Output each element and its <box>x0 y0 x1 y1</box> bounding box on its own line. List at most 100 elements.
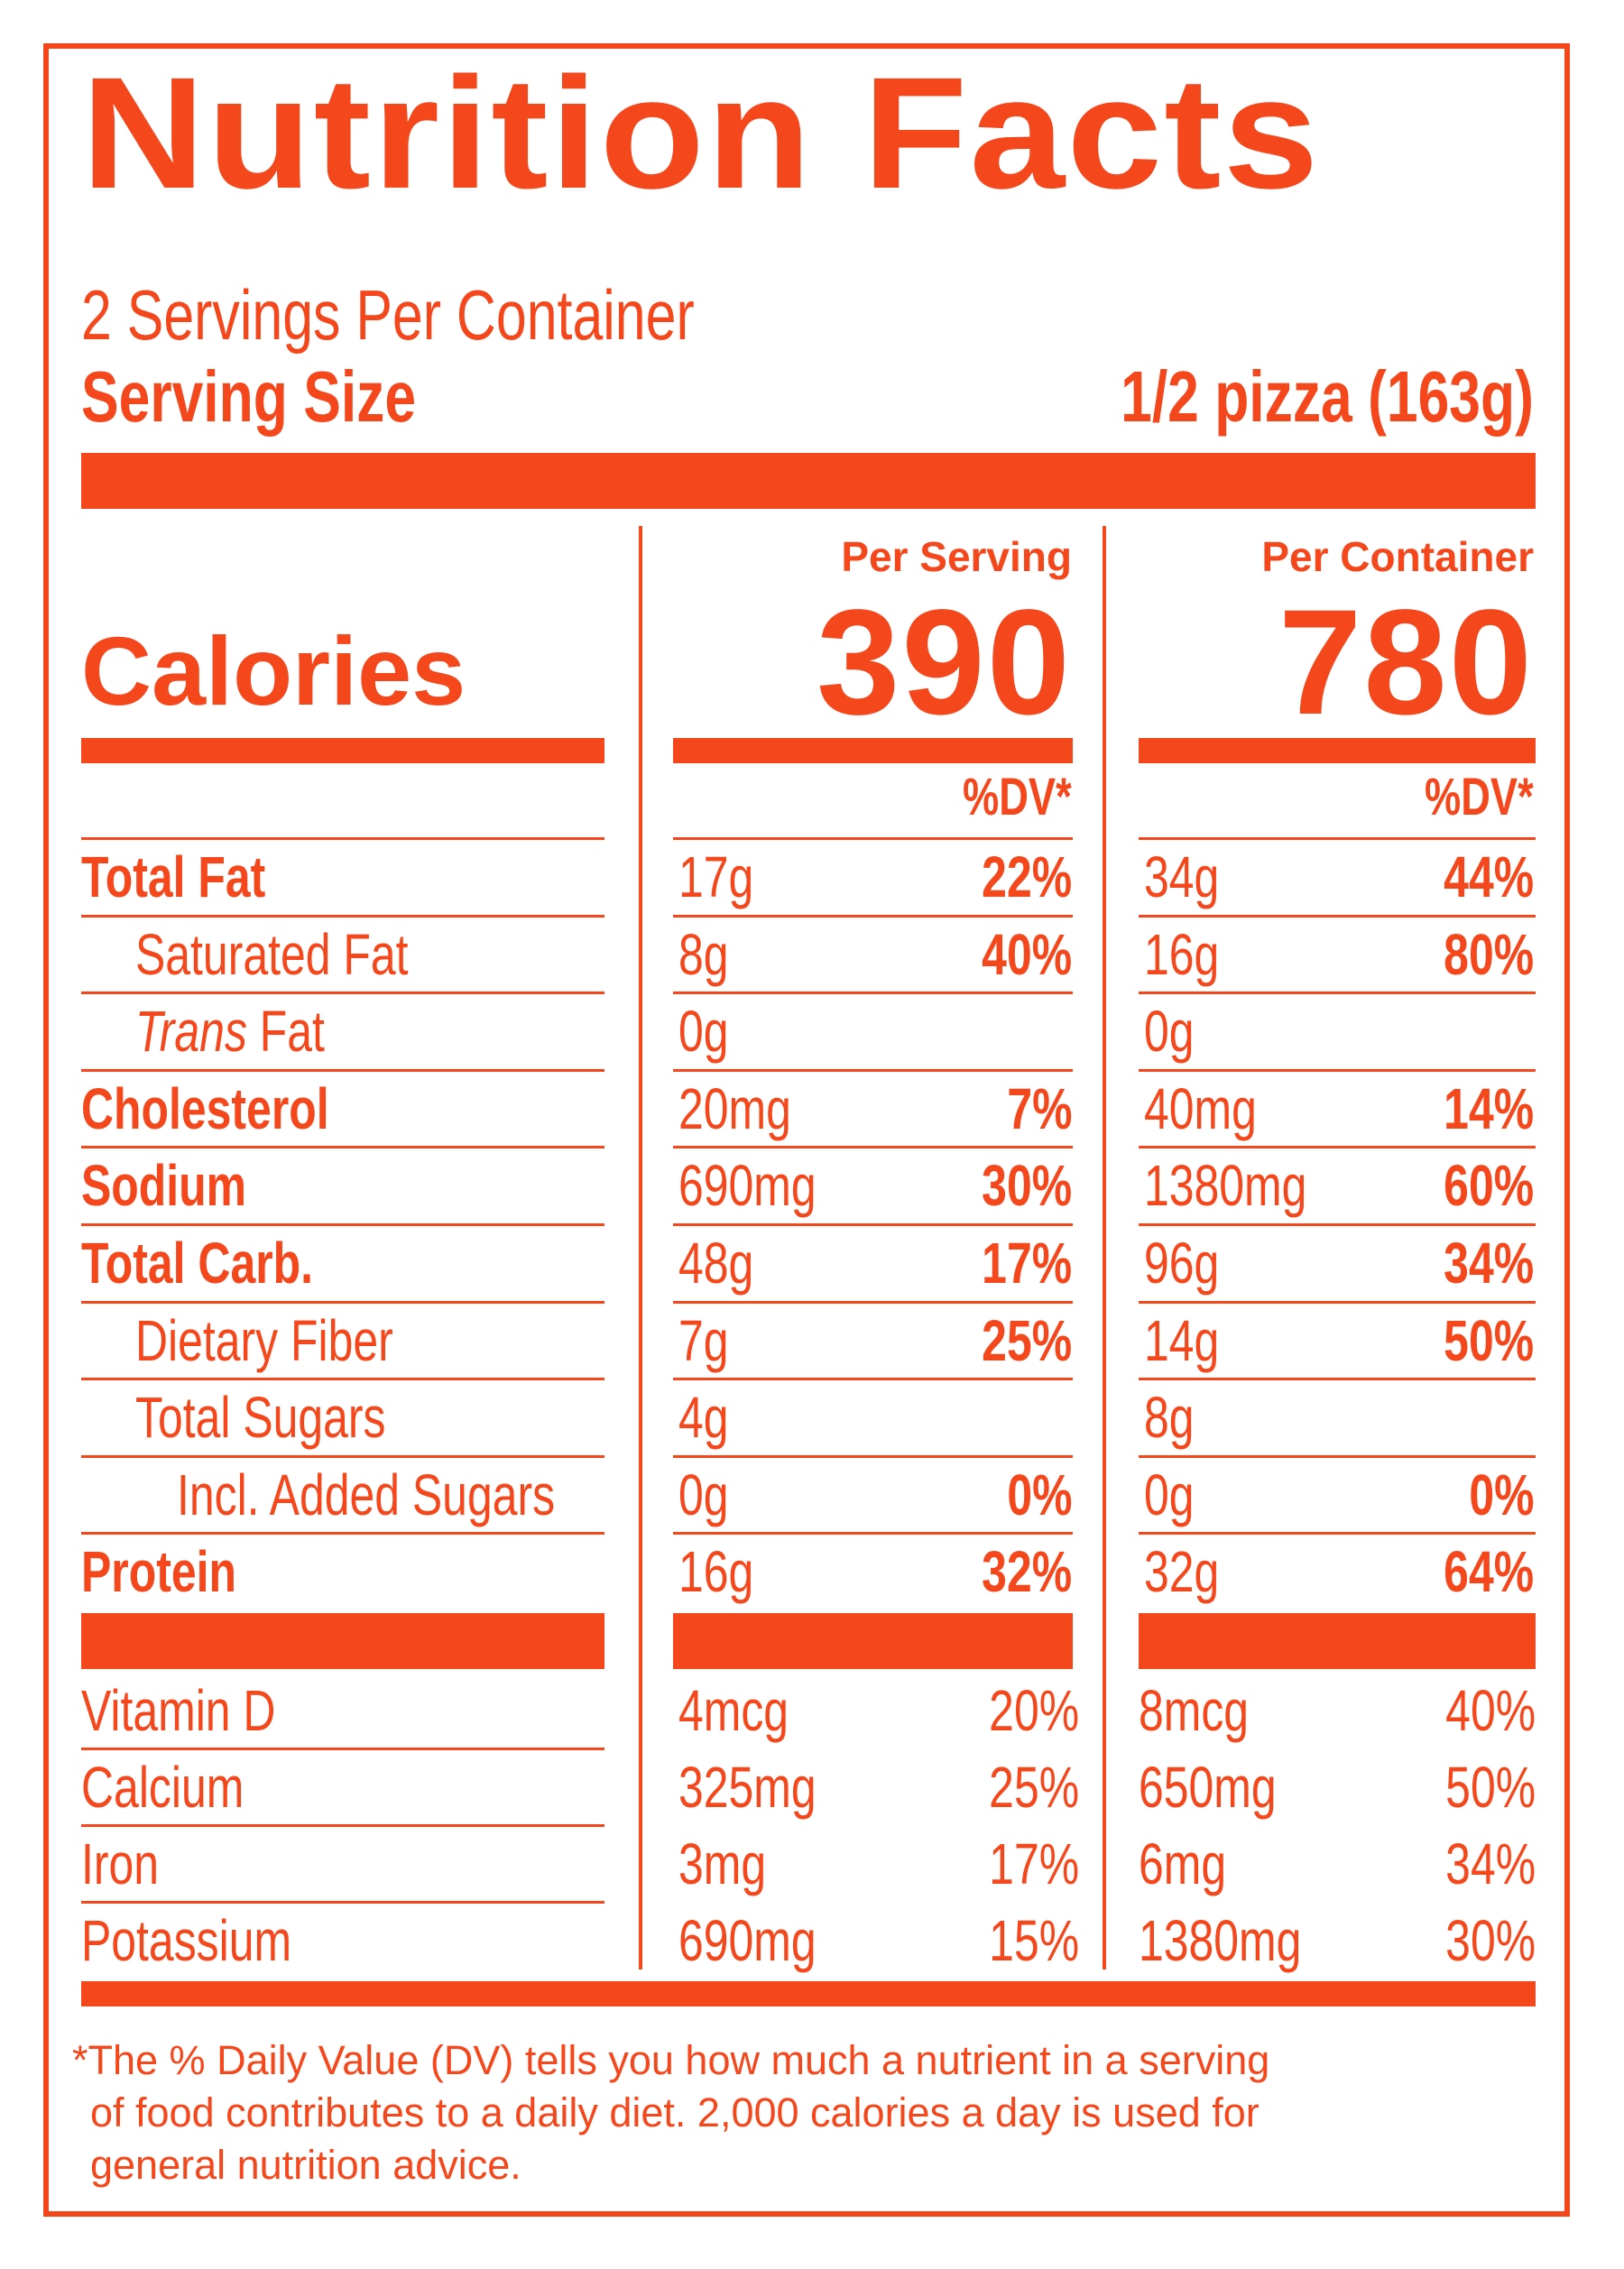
vitamin-divider-middle <box>673 1613 1073 1669</box>
vitamin-serving-dv: 17% <box>989 1831 1079 1896</box>
serving-dv: 40% <box>982 921 1072 987</box>
serving-dv: 22% <box>982 844 1072 909</box>
container-amount: 32g <box>1144 1539 1220 1605</box>
row-rule-middle <box>673 1146 1073 1149</box>
container-dv: 34% <box>1444 1231 1534 1296</box>
row-rule-right <box>1139 914 1536 918</box>
vitamin-serving-dv: 25% <box>989 1755 1079 1820</box>
container-amount: 0g <box>1144 1462 1195 1527</box>
row-rule-left <box>81 1146 604 1149</box>
vitamin-container-amount: 650mg <box>1139 1755 1277 1820</box>
serving-size-value: 1/2 pizza (163g) <box>1121 356 1534 437</box>
dv-header-serving: %DV* <box>963 768 1072 826</box>
footnote-line-3: general nutrition advice. <box>90 2142 521 2188</box>
container-amount: 34g <box>1144 844 1220 909</box>
footnote-line-1: *The % Daily Value (DV) tells you how mu… <box>72 2037 1270 2083</box>
row-rule-middle <box>673 1223 1073 1226</box>
footnote: *The % Daily Value (DV) tells you how mu… <box>72 2034 1534 2191</box>
vitamin-container-dv: 34% <box>1445 1831 1536 1896</box>
container-amount: 40mg <box>1144 1075 1257 1141</box>
serving-amount: 690mg <box>678 1153 817 1219</box>
container-amount: 1380mg <box>1144 1153 1307 1219</box>
vitamin-container-amount: 8mcg <box>1139 1678 1250 1743</box>
nutrient-label: Sodium <box>81 1153 247 1219</box>
row-rule-middle <box>673 1532 1073 1536</box>
serving-amount: 20mg <box>678 1075 791 1141</box>
vitamin-serving-amount: 690mg <box>678 1908 817 1973</box>
row-rule-middle <box>673 1300 1073 1304</box>
row-rule-right <box>1139 1532 1536 1536</box>
vitamin-divider-left <box>81 1613 604 1669</box>
vitamin-label: Calcium <box>81 1755 245 1820</box>
vitamin-serving-dv: 15% <box>989 1908 1079 1973</box>
vitamin-rule-left <box>81 1748 604 1750</box>
row-rule-left <box>81 1300 604 1304</box>
container-amount: 96g <box>1144 1231 1220 1296</box>
row-rule-right <box>1139 992 1536 995</box>
thick-divider-top <box>81 453 1536 509</box>
nutrient-label: Dietary Fiber <box>135 1307 393 1373</box>
label-border <box>43 43 1570 2217</box>
serving-dv: 30% <box>982 1153 1072 1219</box>
row-rule-right <box>1139 1300 1536 1304</box>
dv-header-container: %DV* <box>1425 768 1534 826</box>
vitamin-container-dv: 50% <box>1445 1755 1536 1820</box>
vitamin-container-amount: 6mg <box>1139 1831 1227 1896</box>
container-dv: 60% <box>1444 1153 1534 1219</box>
row-rule-right <box>1139 1146 1536 1149</box>
serving-amount: 4g <box>678 1385 729 1451</box>
nutrient-label: Total Fat <box>81 844 266 909</box>
thick-divider-bottom <box>81 1981 1536 2006</box>
row-rule-right <box>1139 1378 1536 1381</box>
serving-amount: 7g <box>678 1307 729 1373</box>
calories-divider-left <box>81 738 604 763</box>
serving-size-label: Serving Size <box>81 356 417 437</box>
container-dv: 44% <box>1444 844 1534 909</box>
nutrient-label: Saturated Fat <box>135 921 409 987</box>
footnote-line-2: of food contributes to a daily diet. 2,0… <box>90 2089 1260 2135</box>
row-rule-right <box>1139 1454 1536 1458</box>
vitamin-container-amount: 1380mg <box>1139 1908 1302 1973</box>
nutrient-label: Total Sugars <box>135 1385 386 1451</box>
nutrient-label: Total Carb. <box>81 1231 314 1296</box>
row-rule-right <box>1139 1068 1536 1072</box>
per-serving-header: Per Serving <box>841 533 1072 580</box>
vitamin-serving-dv: 20% <box>989 1678 1079 1743</box>
row-rule-left <box>81 992 604 995</box>
nutrient-label-rest: Fat <box>246 999 325 1065</box>
row-rule-right <box>1139 837 1536 840</box>
vitamin-container-dv: 40% <box>1445 1678 1536 1743</box>
vitamin-container-dv: 30% <box>1445 1908 1536 1973</box>
vitamin-serving-amount: 3mg <box>678 1831 767 1896</box>
serving-dv: 0% <box>1006 1462 1072 1527</box>
container-dv: 64% <box>1444 1539 1534 1605</box>
container-dv: 50% <box>1444 1307 1534 1373</box>
calories-divider-right <box>1139 738 1536 763</box>
row-rule-middle <box>673 837 1073 840</box>
serving-dv: 25% <box>982 1307 1072 1373</box>
row-rule-right <box>1139 1223 1536 1226</box>
serving-amount: 17g <box>678 844 754 909</box>
container-amount: 14g <box>1144 1307 1220 1373</box>
nutrient-label: Cholesterol <box>81 1075 329 1141</box>
nutrient-label-italic: Trans <box>135 999 247 1065</box>
row-rule-left <box>81 1378 604 1381</box>
row-rule-left <box>81 1068 604 1072</box>
serving-dv: 7% <box>1006 1075 1072 1141</box>
vitamin-rule-left <box>81 1824 604 1827</box>
per-container-header: Per Container <box>1261 533 1534 580</box>
nutrient-label: Protein <box>81 1539 236 1605</box>
container-dv: 80% <box>1444 921 1534 987</box>
calories-per-serving: 390 <box>817 579 1072 746</box>
row-rule-middle <box>673 1068 1073 1072</box>
container-amount: 0g <box>1144 999 1195 1065</box>
vitamin-divider-right <box>1139 1613 1536 1669</box>
row-rule-left <box>81 1532 604 1536</box>
vitamin-rule-left <box>81 1901 604 1904</box>
vitamin-label: Potassium <box>81 1908 292 1973</box>
serving-amount: 0g <box>678 1462 729 1527</box>
serving-amount: 0g <box>678 999 729 1065</box>
row-rule-middle <box>673 992 1073 995</box>
servings-per-container: 2 Servings Per Container <box>81 275 695 355</box>
vitamin-serving-amount: 4mcg <box>678 1678 789 1743</box>
